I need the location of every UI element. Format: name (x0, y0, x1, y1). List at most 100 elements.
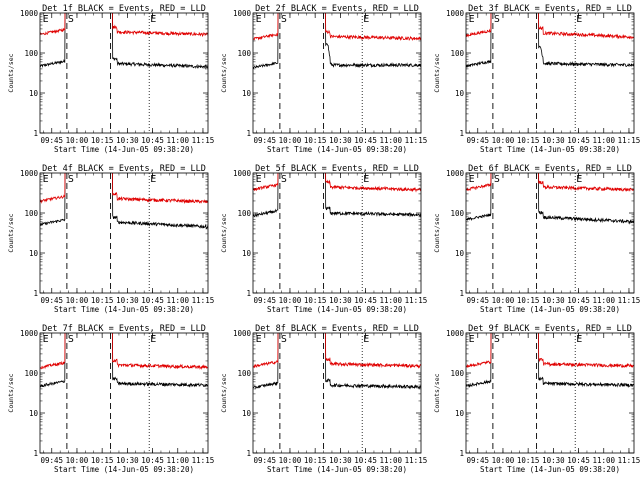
y-axis-label: Counts/sec (7, 53, 15, 92)
marker-label: E (43, 174, 49, 185)
x-tick-label: 11:15 (192, 136, 215, 145)
panel-title: Det 8f BLACK = Events, RED = LLD (255, 324, 419, 334)
series-events-line (253, 333, 421, 390)
x-tick-label: 10:30 (116, 296, 139, 305)
x-tick-label: 10:45 (141, 136, 164, 145)
panel-title: Det 6f BLACK = Events, RED = LLD (468, 164, 632, 174)
marker-label: E (576, 334, 582, 345)
y-tick-label: 1 (459, 449, 464, 458)
y-tick-label: 100 (237, 369, 251, 378)
x-tick-label: 10:00 (279, 136, 302, 145)
y-tick-label: 1 (246, 289, 251, 298)
y-tick-label: 1 (33, 129, 38, 138)
marker-label: S (494, 334, 500, 345)
x-tick-label: 10:00 (492, 136, 515, 145)
y-tick-label: 1000 (446, 329, 465, 338)
axes-frame (465, 332, 635, 454)
x-tick-label: 09:45 (40, 456, 63, 465)
series-events-line (253, 13, 421, 69)
y-tick-label: 1 (246, 449, 251, 458)
x-tick-label: 10:30 (116, 136, 139, 145)
marker-label: S (68, 14, 74, 25)
x-tick-label: 10:45 (567, 296, 590, 305)
x-tick-label: 10:45 (354, 136, 377, 145)
x-axis-label: Start Time (14-Jun-05 09:38:20) (54, 305, 194, 314)
x-tick-label: 10:15 (517, 296, 540, 305)
x-tick-label: 10:45 (567, 136, 590, 145)
x-tick-label: 10:30 (542, 136, 565, 145)
x-tick-label: 10:45 (141, 296, 164, 305)
panel-title: Det 3f BLACK = Events, RED = LLD (468, 4, 632, 14)
y-axis-label: Counts/sec (220, 53, 228, 92)
marker-label: S (494, 14, 500, 25)
y-tick-label: 1 (459, 289, 464, 298)
y-tick-label: 1000 (20, 9, 39, 18)
axes-frame (252, 12, 422, 134)
panel-title: Det 2f BLACK = Events, RED = LLD (255, 4, 419, 14)
y-tick-label: 100 (450, 209, 464, 218)
x-tick-label: 10:15 (304, 296, 327, 305)
x-tick-label: 09:45 (253, 296, 276, 305)
marker-label: E (256, 14, 262, 25)
x-tick-label: 10:45 (141, 456, 164, 465)
panel-title: Det 1f BLACK = Events, RED = LLD (42, 4, 206, 14)
marker-label: E (256, 334, 262, 345)
x-tick-label: 10:00 (492, 456, 515, 465)
x-tick-label: 10:00 (66, 456, 89, 465)
x-tick-label: 10:15 (304, 136, 327, 145)
y-axis-label: Counts/sec (7, 213, 15, 252)
series-lld-line (40, 13, 208, 38)
series-events-line (466, 333, 634, 389)
panel-title: Det 4f BLACK = Events, RED = LLD (42, 164, 206, 174)
marker-label: S (281, 334, 287, 345)
marker-label: E (469, 174, 475, 185)
series-lld-line (253, 173, 421, 193)
y-tick-label: 10 (242, 89, 252, 98)
y-tick-label: 10 (242, 409, 252, 418)
marker-label: S (494, 174, 500, 185)
y-tick-label: 10 (455, 249, 465, 258)
series-lld-line (466, 173, 634, 192)
x-tick-label: 11:00 (592, 456, 615, 465)
x-tick-label: 09:45 (253, 136, 276, 145)
axes-frame (39, 172, 209, 294)
series-lld-line (253, 333, 421, 369)
y-tick-label: 100 (450, 369, 464, 378)
y-axis-label: Counts/sec (433, 53, 441, 92)
marker-label: E (43, 334, 49, 345)
x-tick-label: 11:15 (405, 456, 428, 465)
marker-label: E (363, 334, 369, 345)
y-tick-label: 10 (455, 89, 465, 98)
x-tick-label: 11:00 (166, 456, 189, 465)
x-axis-label: Start Time (14-Jun-05 09:38:20) (54, 145, 194, 154)
x-tick-label: 10:30 (329, 296, 352, 305)
x-axis-label: Start Time (14-Jun-05 09:38:20) (54, 465, 194, 474)
x-tick-label: 11:15 (618, 456, 640, 465)
y-axis-label: Counts/sec (433, 373, 441, 412)
series-events-line (466, 13, 634, 68)
y-axis-label: Counts/sec (433, 213, 441, 252)
series-lld-line (40, 173, 208, 205)
x-tick-label: 10:45 (354, 296, 377, 305)
y-tick-label: 10 (29, 89, 39, 98)
marker-label: E (43, 14, 49, 25)
x-tick-label: 10:00 (492, 296, 515, 305)
marker-label: S (68, 174, 74, 185)
x-tick-label: 09:45 (466, 296, 489, 305)
marker-label: E (576, 174, 582, 185)
y-tick-label: 10 (29, 409, 39, 418)
x-tick-label: 10:00 (66, 296, 89, 305)
marker-label: S (68, 334, 74, 345)
series-events-line (466, 173, 634, 225)
x-axis-label: Start Time (14-Jun-05 09:38:20) (480, 465, 620, 474)
y-tick-label: 1000 (233, 329, 252, 338)
y-tick-label: 100 (24, 49, 38, 58)
y-tick-label: 100 (24, 369, 38, 378)
